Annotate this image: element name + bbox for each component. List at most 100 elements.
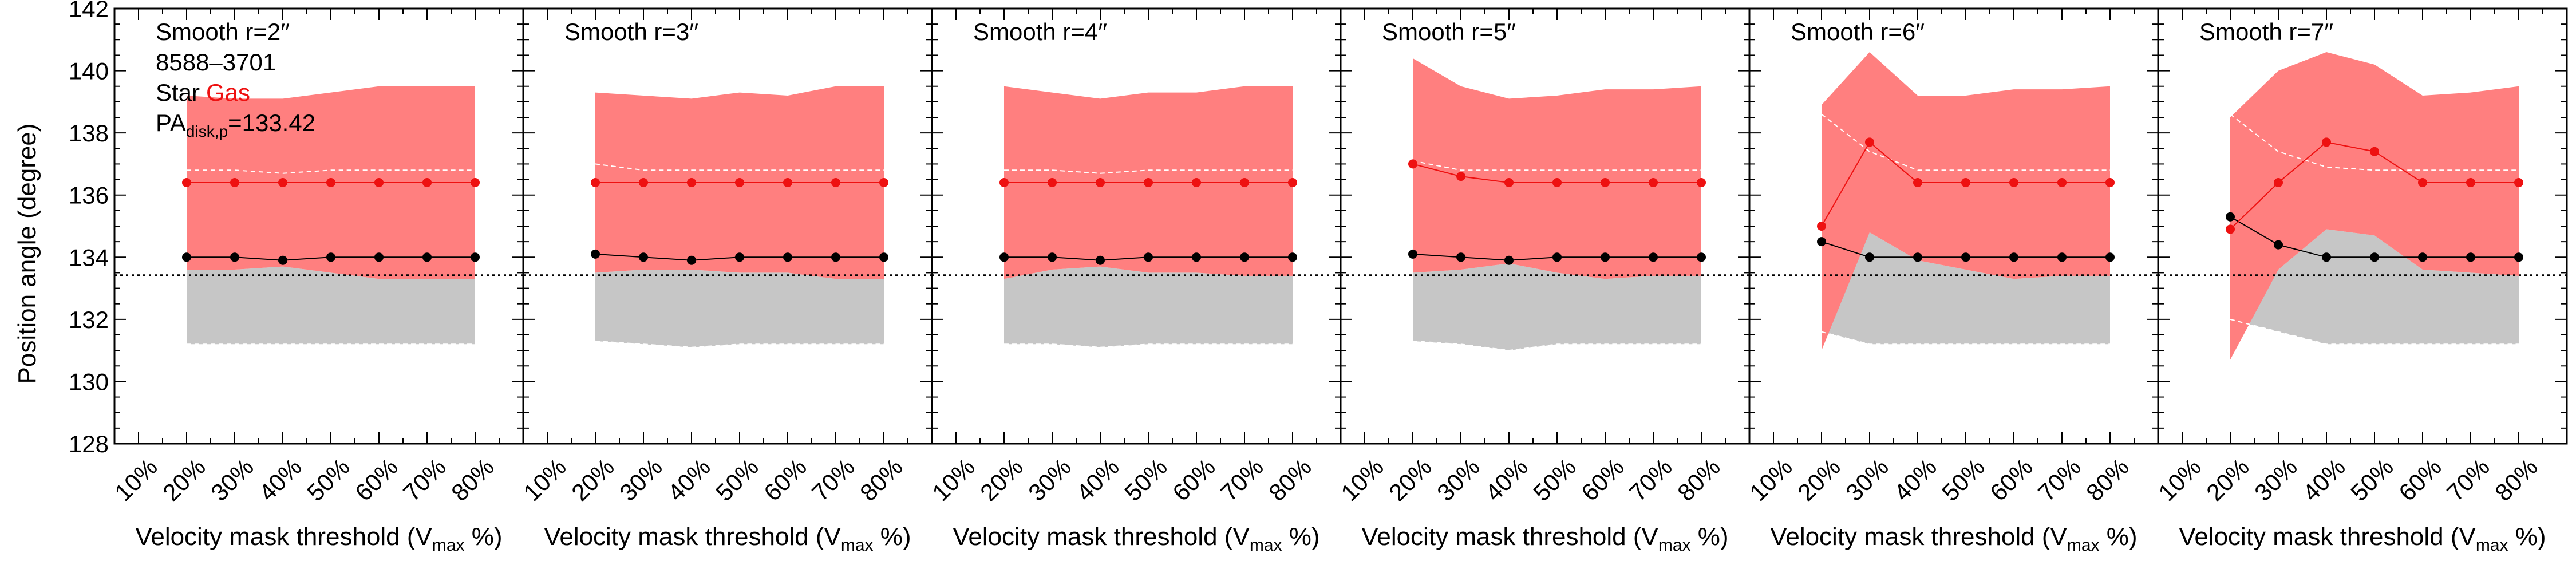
gas-point bbox=[2226, 224, 2235, 234]
x-axis-label-main: Velocity mask threshold (V bbox=[1770, 523, 2067, 551]
panel-2: 10%20%30%40%50%60%70%80% Velocity mask th… bbox=[518, 7, 933, 555]
x-tick-label: 30% bbox=[1023, 453, 1076, 507]
x-axis-label-unit: %) bbox=[874, 523, 911, 551]
x-tick-label: 20% bbox=[566, 453, 619, 507]
x-axis-label-main: Velocity mask threshold (V bbox=[135, 523, 432, 551]
star-lower-dashed-line bbox=[1004, 343, 1293, 348]
gas-point bbox=[374, 178, 384, 187]
gas-point bbox=[1288, 178, 1297, 187]
x-tick-label: 70% bbox=[2441, 453, 2495, 507]
gas-point bbox=[2105, 178, 2115, 187]
star-point bbox=[1552, 252, 1562, 262]
star-point bbox=[2466, 252, 2475, 262]
x-tick-label: 60% bbox=[2393, 453, 2447, 507]
x-tick-label: 80% bbox=[855, 453, 908, 507]
x-tick-label: 70% bbox=[1624, 453, 1677, 507]
gas-point bbox=[1601, 178, 1610, 187]
gas-point bbox=[1961, 178, 1970, 187]
star-uncertainty-band bbox=[595, 270, 884, 347]
star-point bbox=[1913, 252, 1922, 262]
pa-label-subscript: disk,p bbox=[186, 123, 228, 140]
x-tick-label: 30% bbox=[2249, 453, 2302, 507]
gas-point bbox=[471, 178, 480, 187]
x-axis-label-subscript: max bbox=[2067, 536, 2100, 555]
panel-6: 10%20%30%40%50%60%70%80% Velocity mask th… bbox=[2153, 7, 2568, 555]
gas-point bbox=[278, 178, 287, 187]
star-point bbox=[591, 249, 600, 259]
x-tick-label: 40% bbox=[1888, 453, 1942, 507]
gas-point bbox=[1913, 178, 1922, 187]
gas-point bbox=[2322, 137, 2331, 147]
star-point bbox=[879, 252, 888, 262]
star-uncertainty-band bbox=[1004, 266, 1293, 347]
star-lower-dashed-line bbox=[1412, 340, 1701, 351]
gas-point bbox=[2370, 147, 2379, 156]
x-tick-label: 70% bbox=[1215, 453, 1269, 507]
star-point bbox=[1288, 252, 1297, 262]
star-point bbox=[1504, 255, 1514, 265]
x-axis-label-subscript: max bbox=[2476, 536, 2508, 555]
x-axis-label: Velocity mask threshold (Vmax %) bbox=[544, 523, 911, 555]
gas-uncertainty-band bbox=[1413, 58, 1701, 279]
gas-median-dashed-line bbox=[1412, 160, 1701, 171]
x-axis-label: Velocity mask threshold (Vmax %) bbox=[953, 523, 1319, 555]
gas-median-dashed-line bbox=[1004, 169, 1293, 174]
x-tick-label: 10% bbox=[2153, 453, 2206, 507]
star-point bbox=[783, 252, 792, 262]
x-tick-label: 70% bbox=[2033, 453, 2086, 507]
panel-4: 10%20%30%40%50%60%70%80% Velocity mask th… bbox=[1336, 7, 1751, 555]
star-point bbox=[639, 252, 648, 262]
star-uncertainty-band bbox=[1413, 263, 1701, 351]
y-tick-label: 128 bbox=[69, 430, 109, 457]
legend-gas-label: Gas bbox=[206, 79, 250, 106]
x-tick-label: 30% bbox=[206, 453, 259, 507]
star-point bbox=[471, 252, 480, 262]
x-tick-label: 50% bbox=[710, 453, 764, 507]
y-tick-label: 136 bbox=[69, 182, 109, 209]
x-axis-label-unit: %) bbox=[1691, 523, 1729, 551]
y-axis-label: Position angle (degree) bbox=[13, 124, 41, 384]
star-point bbox=[1456, 252, 1465, 262]
pa-disk-label: PAdisk,p=133.42 bbox=[156, 109, 315, 140]
gas-point bbox=[2466, 178, 2475, 187]
x-axis-label-subscript: max bbox=[841, 536, 874, 555]
star-point bbox=[1192, 252, 1201, 262]
gas-point bbox=[1456, 172, 1465, 181]
x-tick-label: 50% bbox=[1528, 453, 1581, 507]
x-axis-label-main: Velocity mask threshold (V bbox=[953, 523, 1250, 551]
x-tick-label: 40% bbox=[1480, 453, 1533, 507]
x-axis-label-unit: %) bbox=[1282, 523, 1320, 551]
x-axis-label: Velocity mask threshold (Vmax %) bbox=[1361, 523, 1728, 555]
star-point bbox=[2105, 252, 2115, 262]
star-point bbox=[326, 252, 335, 262]
star-point bbox=[2226, 212, 2235, 222]
gas-point bbox=[1192, 178, 1201, 187]
gas-point bbox=[1865, 137, 1874, 147]
x-axis-label-main: Velocity mask threshold (V bbox=[1361, 523, 1658, 551]
x-tick-label: 60% bbox=[1576, 453, 1629, 507]
gas-point bbox=[1649, 178, 1658, 187]
star-point bbox=[1408, 249, 1417, 259]
star-uncertainty-band bbox=[187, 266, 475, 345]
gas-point bbox=[1817, 222, 1826, 231]
panel-title: Smooth r=5′′ bbox=[1382, 18, 1516, 45]
x-tick-label: 20% bbox=[1384, 453, 1437, 507]
star-point bbox=[999, 252, 1009, 262]
x-axis-label-main: Velocity mask threshold (V bbox=[2179, 523, 2476, 551]
star-uncertainty-band bbox=[2230, 229, 2519, 345]
gas-point bbox=[2418, 178, 2427, 187]
gas-point bbox=[1697, 178, 1706, 187]
y-tick-label: 132 bbox=[69, 306, 109, 333]
star-point bbox=[230, 252, 239, 262]
gas-point bbox=[591, 178, 600, 187]
x-tick-label: 60% bbox=[758, 453, 812, 507]
x-tick-label: 80% bbox=[1263, 453, 1317, 507]
star-lower-dashed-line bbox=[1821, 331, 2110, 345]
gas-point bbox=[2514, 178, 2523, 187]
star-point bbox=[1697, 252, 1706, 262]
pa-label-main: PA bbox=[156, 109, 186, 136]
x-axis-label: Velocity mask threshold (Vmax %) bbox=[135, 523, 502, 555]
star-point bbox=[2514, 252, 2523, 262]
